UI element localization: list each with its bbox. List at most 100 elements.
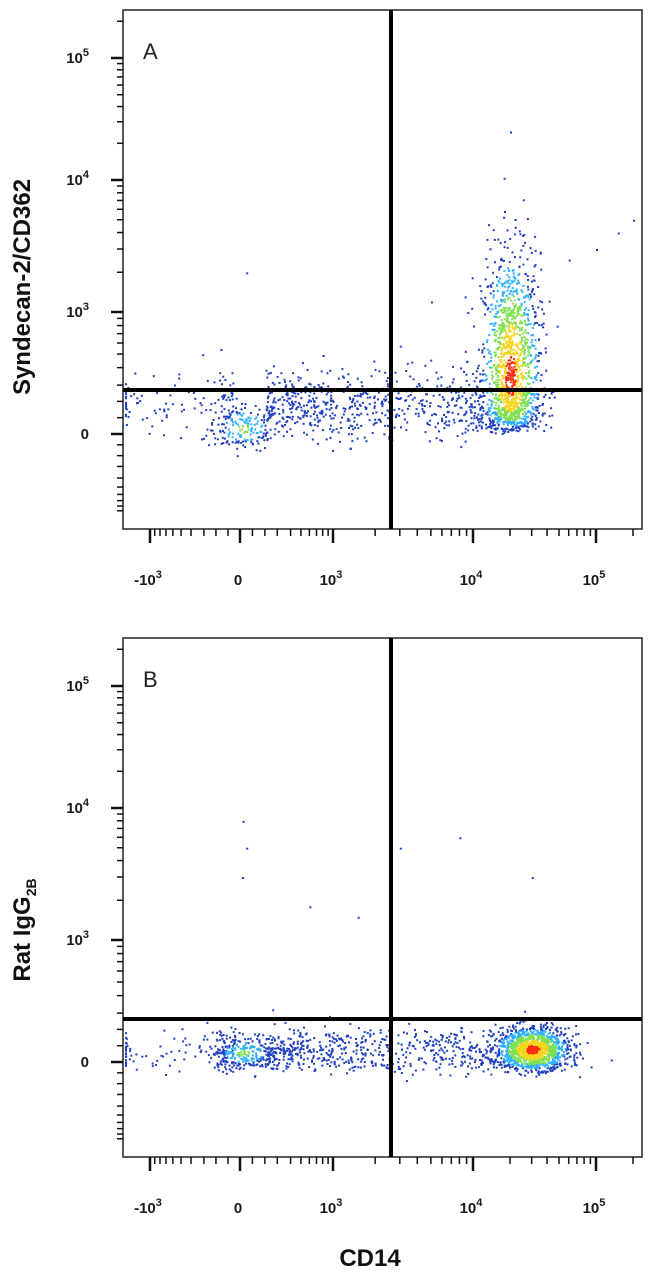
event-dot <box>532 1045 535 1048</box>
event-dot <box>482 1061 484 1064</box>
event-dot <box>254 428 257 431</box>
event-dot <box>280 372 283 375</box>
event-dot <box>411 1073 414 1076</box>
event-dot <box>551 414 554 417</box>
event-dot <box>275 1058 278 1060</box>
event-dot <box>341 1039 344 1041</box>
event-dot <box>378 1047 381 1050</box>
event-dot <box>363 1065 366 1068</box>
panel-b-points <box>125 820 613 1083</box>
event-dot <box>496 385 499 388</box>
event-dot <box>495 397 498 400</box>
event-dot <box>519 1045 522 1048</box>
event-dot <box>416 385 419 388</box>
event-dot <box>235 1044 238 1047</box>
event-dot <box>519 309 522 312</box>
event-dot <box>507 406 510 408</box>
event-dot <box>521 290 524 293</box>
event-dot <box>276 1046 279 1049</box>
event-dot <box>344 1052 347 1054</box>
event-dot <box>445 1036 448 1039</box>
event-dot <box>520 385 523 388</box>
event-dot <box>415 1033 417 1036</box>
event-dot <box>517 379 519 382</box>
event-dot <box>526 338 529 341</box>
event-dot <box>309 415 312 418</box>
event-dot <box>373 406 376 409</box>
event-dot <box>265 409 268 412</box>
event-dot <box>231 1066 234 1069</box>
event-dot <box>242 820 245 823</box>
event-dot <box>159 1045 162 1048</box>
event-dot <box>522 417 525 420</box>
event-dot <box>534 322 536 325</box>
event-dot <box>327 385 330 388</box>
event-dot <box>521 399 524 402</box>
event-dot <box>552 1062 555 1065</box>
event-dot <box>269 1053 272 1056</box>
event-dot <box>430 359 433 362</box>
event-dot <box>488 398 491 401</box>
event-dot <box>280 1040 283 1043</box>
event-dot <box>230 418 233 421</box>
event-dot <box>517 1041 520 1043</box>
event-dot <box>512 334 515 337</box>
event-dot <box>318 1057 321 1060</box>
event-dot <box>237 1064 240 1067</box>
event-dot <box>520 425 523 428</box>
event-dot <box>158 408 161 411</box>
event-dot <box>540 1047 543 1050</box>
event-dot <box>338 1044 341 1047</box>
event-dot <box>310 400 313 403</box>
event-dot <box>214 1045 217 1048</box>
event-dot <box>518 1030 521 1033</box>
event-dot <box>524 1054 526 1057</box>
event-dot <box>525 1034 528 1037</box>
event-dot <box>545 1050 547 1053</box>
event-dot <box>483 302 486 305</box>
event-dot <box>468 383 471 386</box>
event-dot <box>506 408 509 411</box>
event-dot <box>501 355 504 358</box>
event-dot <box>282 408 285 411</box>
event-dot <box>303 1058 305 1061</box>
event-dot <box>269 1057 272 1060</box>
event-dot <box>272 365 275 368</box>
event-dot <box>491 393 494 396</box>
event-dot <box>498 266 501 269</box>
event-dot <box>348 407 351 410</box>
event-dot <box>326 1063 329 1065</box>
event-dot <box>513 365 516 368</box>
panel-a-x-tick-labels: -103 0 103 104 105 <box>134 569 605 589</box>
event-dot <box>238 1032 241 1034</box>
event-dot <box>305 386 308 389</box>
event-dot <box>523 296 525 299</box>
event-dot <box>496 1055 499 1058</box>
event-dot <box>228 1068 231 1071</box>
event-dot <box>151 1065 154 1068</box>
event-dot <box>513 295 516 298</box>
event-dot <box>511 385 514 387</box>
event-dot <box>381 1064 384 1067</box>
event-dot <box>336 1034 339 1037</box>
event-dot <box>178 373 181 376</box>
event-dot <box>297 1061 300 1064</box>
event-dot <box>534 423 537 426</box>
event-dot <box>547 1053 549 1056</box>
event-dot <box>512 400 515 403</box>
event-dot <box>243 421 246 424</box>
event-dot <box>478 1066 481 1069</box>
event-dot <box>512 418 515 421</box>
event-dot <box>292 391 295 394</box>
event-dot <box>493 381 496 384</box>
event-dot <box>473 406 476 409</box>
event-dot <box>322 382 325 385</box>
event-dot <box>522 284 525 287</box>
event-dot <box>533 279 536 282</box>
event-dot <box>523 1066 525 1068</box>
event-dot <box>241 1033 244 1036</box>
event-dot <box>516 402 519 405</box>
event-dot <box>288 1049 291 1052</box>
event-dot <box>498 268 501 271</box>
event-dot <box>553 1062 556 1064</box>
